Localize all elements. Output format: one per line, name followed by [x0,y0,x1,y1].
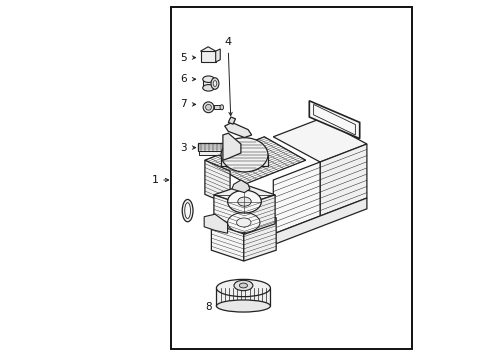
Ellipse shape [205,104,211,110]
Polygon shape [211,207,276,229]
Text: 1: 1 [151,175,159,185]
Polygon shape [223,133,241,160]
Polygon shape [221,155,267,166]
Polygon shape [273,162,320,234]
Ellipse shape [221,138,267,172]
Ellipse shape [216,279,270,297]
Ellipse shape [216,300,270,312]
Text: 6: 6 [180,74,186,84]
Polygon shape [211,218,244,261]
Ellipse shape [237,197,251,206]
Ellipse shape [211,78,219,89]
Text: 8: 8 [205,302,212,312]
Ellipse shape [203,76,214,82]
Polygon shape [216,288,270,306]
Polygon shape [320,144,366,216]
Ellipse shape [184,203,190,219]
Ellipse shape [233,280,252,291]
Bar [199,151,253,155]
Polygon shape [273,198,366,245]
Text: 7: 7 [180,99,186,109]
Polygon shape [244,195,275,234]
Polygon shape [273,119,366,162]
Polygon shape [213,185,275,205]
Polygon shape [204,160,230,205]
Ellipse shape [236,218,250,227]
Polygon shape [215,49,220,62]
Bar [197,143,255,151]
Bar [200,51,215,62]
Ellipse shape [227,212,260,233]
Polygon shape [231,180,249,193]
Bar [170,7,411,349]
Ellipse shape [182,199,193,222]
Polygon shape [203,79,214,88]
Polygon shape [224,122,251,138]
Ellipse shape [203,85,214,91]
Polygon shape [244,218,276,261]
Text: 3: 3 [180,143,186,153]
Text: 5: 5 [180,53,186,63]
Polygon shape [228,117,235,124]
Text: 4: 4 [224,37,231,47]
Text: 2: 2 [235,222,242,232]
Polygon shape [204,214,227,233]
Polygon shape [200,47,215,55]
Ellipse shape [227,190,261,213]
Polygon shape [213,195,244,234]
Ellipse shape [203,102,213,113]
Ellipse shape [213,81,216,86]
Polygon shape [309,101,359,139]
Ellipse shape [220,105,223,110]
Ellipse shape [239,283,247,288]
Bar [213,105,222,109]
Polygon shape [204,137,305,184]
